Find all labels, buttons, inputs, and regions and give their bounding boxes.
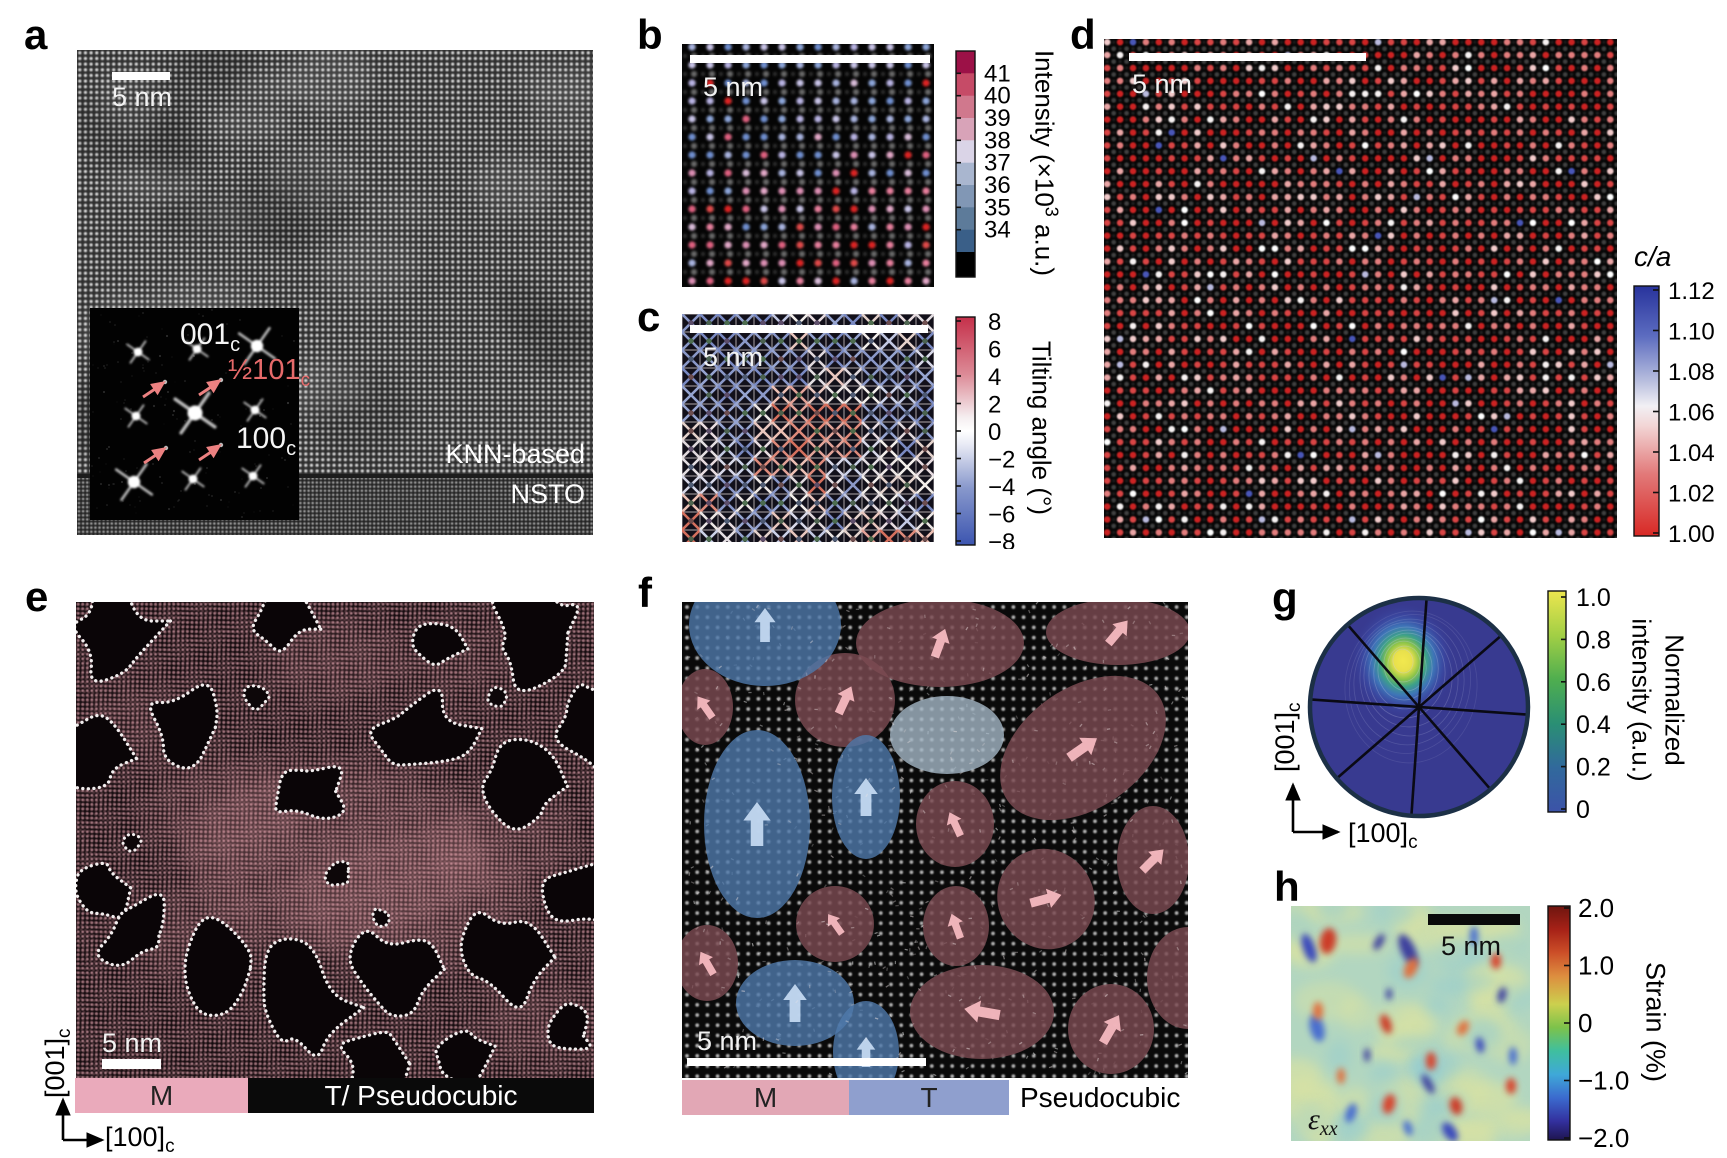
svg-text:1.10: 1.10 (1668, 319, 1715, 346)
svg-text:0.4: 0.4 (1576, 711, 1611, 739)
svg-text:−8: −8 (988, 529, 1015, 549)
svg-text:0: 0 (1578, 1008, 1592, 1038)
svg-text:½101c: ½101c (228, 354, 310, 391)
svg-text:0.2: 0.2 (1576, 754, 1611, 782)
svg-text:KNN-based: KNN-based (445, 439, 585, 469)
svg-text:0: 0 (1576, 796, 1590, 824)
svg-text:1.0: 1.0 (1576, 585, 1611, 612)
svg-text:5 nm: 5 nm (1441, 931, 1501, 961)
svg-text:5 nm: 5 nm (112, 82, 172, 112)
svg-text:5 nm: 5 nm (703, 72, 763, 102)
svg-text:NSTO: NSTO (510, 479, 585, 509)
svg-text:0: 0 (988, 419, 1001, 446)
svg-text:−2.0: −2.0 (1578, 1123, 1629, 1148)
svg-text:1.04: 1.04 (1668, 440, 1715, 467)
svg-text:4: 4 (988, 364, 1001, 391)
svg-text:−4: −4 (988, 474, 1015, 501)
svg-text:5 nm: 5 nm (703, 342, 763, 372)
svg-text:2.0: 2.0 (1578, 898, 1614, 923)
svg-text:0.8: 0.8 (1576, 626, 1611, 654)
svg-text:−2: −2 (988, 447, 1015, 474)
svg-text:2: 2 (988, 392, 1001, 419)
svg-text:5 nm: 5 nm (1132, 69, 1192, 99)
svg-text:5 nm: 5 nm (697, 1026, 757, 1056)
svg-text:1.02: 1.02 (1668, 481, 1715, 508)
svg-text:1.06: 1.06 (1668, 400, 1715, 427)
svg-text:6: 6 (988, 337, 1001, 364)
svg-text:34: 34 (984, 217, 1011, 244)
svg-text:1.12: 1.12 (1668, 278, 1715, 305)
svg-text:1.0: 1.0 (1578, 951, 1614, 981)
svg-text:1.08: 1.08 (1668, 359, 1715, 386)
svg-text:0.6: 0.6 (1576, 669, 1611, 697)
svg-text:c/a: c/a (1634, 241, 1671, 272)
svg-text:−1.0: −1.0 (1578, 1066, 1629, 1096)
svg-text:1.00: 1.00 (1668, 521, 1715, 548)
svg-text:−6: −6 (988, 502, 1015, 529)
svg-text:8: 8 (988, 313, 1001, 336)
